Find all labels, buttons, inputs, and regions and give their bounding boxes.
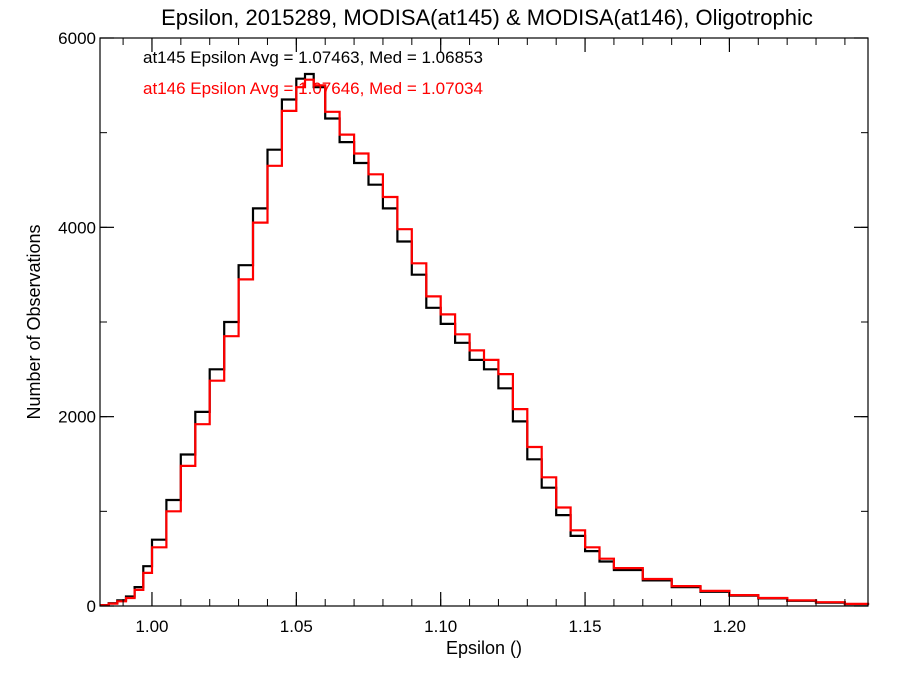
axis-tick-labels: 1.00 1.05 1.10 1.15 1.20 0 2000 4000 6000 (58, 29, 746, 636)
chart-title: Epsilon, 2015289, MODISA(at145) & MODISA… (161, 5, 813, 30)
series-line-1 (100, 80, 868, 606)
y-tick-label: 6000 (58, 29, 96, 48)
x-tick-label: 1.15 (569, 617, 602, 636)
axis-ticks (100, 38, 868, 606)
annotation-0: at145 Epsilon Avg = 1.07463, Med = 1.068… (143, 48, 483, 67)
series-line-0 (100, 74, 868, 605)
plot-area (100, 74, 868, 605)
y-tick-label: 0 (87, 597, 96, 616)
y-tick-label: 4000 (58, 218, 96, 237)
x-tick-label: 1.00 (135, 617, 168, 636)
plot-frame (100, 38, 868, 606)
y-tick-label: 2000 (58, 408, 96, 427)
x-axis-label: Epsilon () (446, 638, 522, 658)
x-tick-label: 1.10 (424, 617, 457, 636)
x-tick-label: 1.05 (280, 617, 313, 636)
y-axis-label: Number of Observations (24, 224, 44, 419)
x-tick-label: 1.20 (713, 617, 746, 636)
annotation-1: at146 Epsilon Avg = 1.07646, Med = 1.070… (143, 79, 483, 98)
